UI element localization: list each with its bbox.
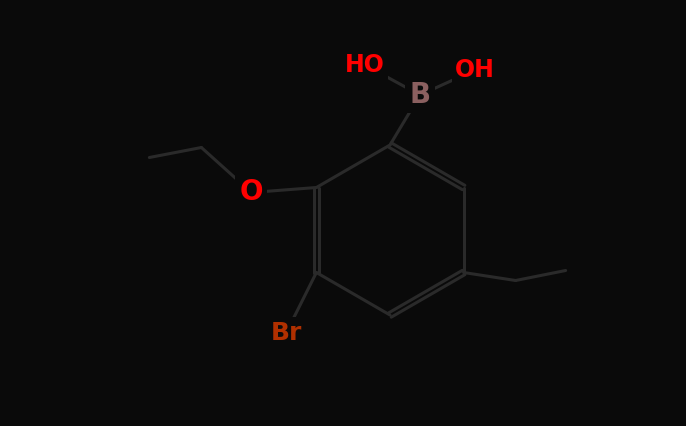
Text: OH: OH: [455, 58, 495, 82]
Text: O: O: [239, 178, 263, 207]
Text: HO: HO: [345, 53, 385, 77]
Text: Br: Br: [271, 320, 302, 345]
Text: B: B: [410, 81, 431, 109]
